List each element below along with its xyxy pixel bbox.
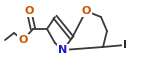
Text: O: O	[24, 6, 34, 16]
Text: I: I	[123, 40, 127, 50]
Text: O: O	[81, 6, 91, 16]
Text: O: O	[18, 35, 28, 45]
Text: N: N	[58, 45, 68, 55]
